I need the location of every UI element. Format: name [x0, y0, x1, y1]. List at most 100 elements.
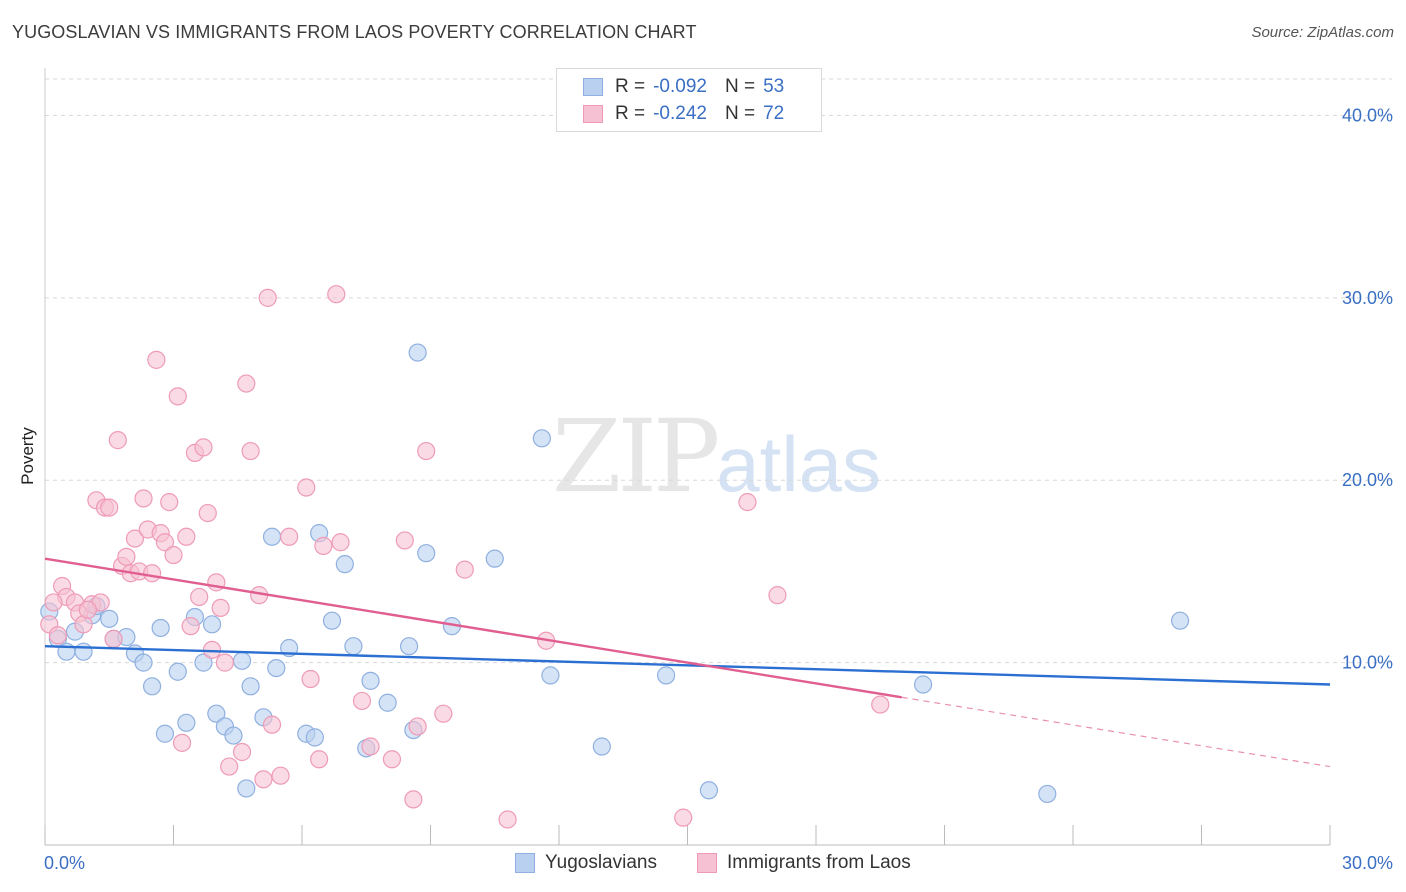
x-tick-label: 0.0% [44, 853, 85, 873]
data-point-laos [241, 441, 260, 461]
y-tick-label: 20.0% [1342, 470, 1393, 490]
data-point-laos [352, 691, 372, 711]
legend-label-yugoslavians: Yugoslavians [545, 852, 657, 873]
data-point-yugoslavians [541, 666, 560, 685]
series-laos-points [40, 285, 890, 829]
data-point-yugoslavians [207, 704, 226, 723]
data-point-laos [117, 547, 136, 566]
data-point-yugoslavians [100, 609, 119, 628]
data-point-yugoslavians [155, 724, 175, 743]
legend-row-yugoslavians: R = -0.092 N = 53 [583, 74, 784, 100]
data-point-laos [314, 536, 333, 555]
legend-row-laos: R = -0.242 N = 72 [583, 101, 784, 127]
axes [44, 68, 1331, 846]
data-point-yugoslavians [1038, 784, 1057, 804]
data-point-yugoslavians [194, 653, 213, 672]
data-point-laos [194, 438, 213, 457]
trendline-laos-extension [901, 696, 1331, 768]
watermark-atlas: atlas [716, 420, 882, 508]
data-point-laos [164, 545, 183, 565]
data-point-laos [327, 285, 346, 304]
data-point-laos [220, 757, 239, 776]
data-point-laos [142, 564, 162, 583]
data-point-laos [190, 587, 209, 607]
data-point-yugoslavians [399, 637, 419, 656]
data-point-laos [871, 695, 890, 714]
data-point-yugoslavians [232, 651, 252, 670]
data-point-laos [108, 431, 127, 450]
series-yugoslavians-points [40, 343, 1190, 804]
legend-n-value: 72 [763, 103, 785, 124]
data-point-laos [271, 766, 290, 785]
data-point-yugoslavians [305, 728, 324, 747]
data-point-yugoslavians [241, 677, 260, 696]
data-point-laos [331, 533, 350, 552]
series-legend: Yugoslavians Immigrants from Laos [0, 852, 1406, 878]
legend-n-label: N = [724, 76, 756, 97]
data-point-laos [455, 560, 474, 579]
data-point-laos [198, 503, 217, 523]
data-point-yugoslavians [262, 527, 282, 546]
data-point-laos [211, 598, 230, 618]
axis-labels: 10.0% 20.0% 30.0% 40.0% 0.0% 30.0% Poverty [18, 105, 1393, 873]
legend-swatch-blue [583, 78, 603, 96]
y-axis-label: Poverty [18, 427, 37, 485]
data-point-yugoslavians [344, 637, 363, 656]
data-point-laos [361, 737, 380, 756]
data-point-yugoslavians [532, 429, 551, 448]
data-point-laos [134, 489, 153, 508]
data-point-laos [768, 586, 787, 605]
data-point-yugoslavians [267, 658, 286, 678]
data-point-laos [177, 527, 196, 546]
data-point-yugoslavians [74, 642, 93, 661]
data-point-laos [738, 493, 757, 512]
trendline-laos [44, 557, 902, 699]
data-point-yugoslavians [417, 544, 436, 563]
data-point-laos [262, 715, 282, 734]
data-point-yugoslavians [592, 737, 611, 756]
data-point-laos [125, 529, 145, 548]
legend-n-value: 53 [763, 76, 785, 97]
legend-item-laos[interactable]: Immigrants from Laos [697, 852, 911, 874]
data-point-laos [417, 441, 436, 461]
data-point-laos [44, 593, 63, 612]
legend-item-yugoslavians[interactable]: Yugoslavians [515, 852, 657, 874]
data-point-laos [237, 374, 256, 393]
data-point-yugoslavians [142, 677, 162, 696]
legend-label-laos: Immigrants from Laos [727, 852, 911, 873]
data-point-laos [280, 527, 299, 546]
y-tick-label: 40.0% [1342, 105, 1393, 125]
data-point-laos [408, 717, 427, 736]
data-point-laos [301, 669, 320, 689]
data-point-laos [310, 750, 329, 769]
legend-n-label: N = [724, 103, 756, 124]
data-point-yugoslavians [913, 675, 933, 694]
data-point-yugoslavians [378, 693, 397, 712]
data-point-laos [254, 770, 273, 789]
source-label: Source: ZipAtlas.com [1251, 24, 1394, 41]
data-point-yugoslavians [224, 726, 243, 745]
data-point-laos [100, 498, 119, 517]
data-point-laos [181, 617, 200, 636]
data-point-laos [395, 531, 414, 550]
data-point-laos [434, 704, 453, 723]
data-point-yugoslavians [134, 653, 153, 672]
trend-lines [44, 557, 1331, 768]
data-point-yugoslavians [656, 666, 676, 685]
data-point-yugoslavians [322, 611, 342, 630]
data-point-yugoslavians [1170, 611, 1190, 630]
watermark: ZIPatlas [552, 398, 881, 515]
chart-title: YUGOSLAVIAN VS IMMIGRANTS FROM LAOS POVE… [12, 22, 697, 42]
correlation-legend: R = -0.092 N = 53 R = -0.242 N = 72 [556, 68, 822, 132]
data-point-yugoslavians [237, 779, 256, 798]
legend-swatch-blue [515, 853, 535, 873]
legend-r-value: -0.092 [653, 76, 707, 97]
data-point-yugoslavians [177, 713, 196, 732]
legend-r-label: R = [615, 103, 646, 124]
legend-r-label: R = [615, 76, 646, 97]
data-point-laos [155, 533, 175, 552]
data-point-laos [498, 810, 517, 829]
x-tick-label: 30.0% [1342, 853, 1393, 873]
data-point-yugoslavians [335, 555, 354, 574]
